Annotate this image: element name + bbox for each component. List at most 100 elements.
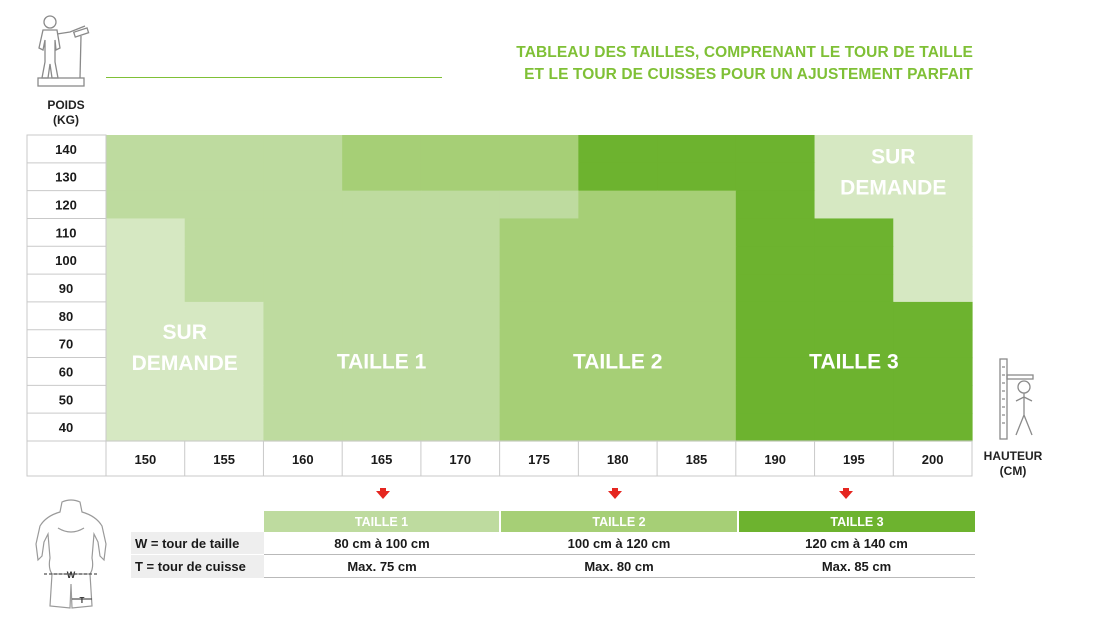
- chart-cell-taille-3: [814, 218, 894, 247]
- chart-cell-taille-1: [184, 135, 265, 164]
- chart-cell-taille-1: [263, 162, 343, 192]
- chart-cell-taille-2: [499, 385, 579, 414]
- y-axis-ticks: 140 130 120 110 100 90 80 70 60 50 40: [55, 142, 77, 435]
- chart-cell-taille-2: [499, 218, 579, 247]
- chart-cell-taille-3: [814, 357, 894, 386]
- chart-cell-sur-demande-low: [106, 329, 186, 359]
- chart-cell-taille-1: [420, 274, 501, 303]
- chart-cell-taille-1: [184, 162, 265, 192]
- chart-cell-taille-1: [106, 162, 186, 192]
- chart-cell-taille-1: [184, 190, 265, 220]
- chart-cell-sur-demande-high: [814, 135, 894, 164]
- down-arrow-icon: [839, 488, 853, 499]
- zone-label-sur-demande-low-line-2: DEMANDE: [132, 352, 238, 375]
- row-label-thigh: T = tour de cuisse: [131, 554, 264, 578]
- table-row: W = tour de taille 80 cm à 100 cm 100 cm…: [131, 532, 975, 555]
- x-tick-label: 170: [449, 452, 471, 467]
- y-tick-label: 50: [59, 392, 73, 407]
- chart-cell-taille-3: [735, 274, 816, 303]
- chart-cell-taille-1: [106, 190, 186, 220]
- chart-cell-taille-3: [814, 413, 894, 442]
- chart-cell-taille-1: [263, 413, 343, 442]
- chart-cell-taille-3: [814, 329, 894, 359]
- person-height-gauge-icon: [999, 358, 1034, 440]
- chart-cell-taille-3: [657, 135, 737, 164]
- row-label-waist: W = tour de taille: [131, 532, 264, 555]
- down-arrow-icon: [608, 488, 622, 499]
- person-on-scale-icon: [37, 15, 90, 87]
- chart-cell-taille-2: [499, 301, 579, 331]
- chart-cell-taille-2: [578, 246, 658, 275]
- chart-cell-taille-1: [342, 357, 422, 386]
- chart-cell-taille-2: [499, 329, 579, 359]
- x-tick-label: 175: [528, 452, 550, 467]
- y-tick-label: 100: [55, 253, 77, 268]
- title-line-2: ET LE TOUR DE CUISSES POUR UN AJUSTEMENT…: [524, 66, 973, 83]
- chart-cell-sur-demande-low: [106, 218, 186, 247]
- y-tick-label: 130: [55, 170, 77, 185]
- chart-cell-sur-demande-low: [106, 301, 186, 331]
- zone-label-sur-demande-high-line-1: SUR: [871, 146, 915, 169]
- chart-cell-taille-2: [578, 190, 658, 220]
- chart-cell-taille-2: [578, 218, 658, 247]
- chart-cell-taille-1: [106, 135, 186, 164]
- table-row: T = tour de cuisse Max. 75 cm Max. 80 cm…: [131, 554, 975, 578]
- chart-cell-taille-1: [263, 246, 343, 275]
- chart-cell-taille-3: [657, 162, 737, 192]
- table-header-empty: [131, 511, 264, 532]
- zone-label-taille-1: TAILLE 1: [337, 351, 427, 374]
- chart-cell-taille-2: [657, 385, 737, 414]
- chart-cell-taille-3: [893, 301, 973, 331]
- chart-cell-sur-demande-high: [893, 246, 973, 275]
- x-tick-label: 150: [135, 452, 157, 467]
- x-tick-label: 200: [922, 452, 944, 467]
- thigh-marker-label: T: [80, 596, 85, 605]
- chart-cell-sur-demande-low: [106, 385, 186, 414]
- chart-cell-taille-3: [735, 246, 816, 275]
- y-tick-label: 120: [55, 198, 77, 213]
- chart-cell-taille-1: [263, 135, 343, 164]
- zone-label-sur-demande-low-line-1: SUR: [163, 321, 207, 344]
- chart-cell-sur-demande-high: [893, 274, 973, 303]
- y-tick-label: 60: [59, 364, 73, 379]
- chart-cell-taille-1: [420, 218, 501, 247]
- chart-cell-taille-3: [893, 385, 973, 414]
- chart-cell-taille-2: [342, 135, 422, 164]
- chart-cell-taille-1: [420, 190, 501, 220]
- chart-cell-sur-demande-low: [106, 274, 186, 303]
- x-axis-title-line-2: (CM): [999, 464, 1027, 478]
- chart-cell-taille-3: [735, 329, 816, 359]
- y-axis-title: POIDS (KG): [36, 98, 96, 128]
- table-header-row: TAILLE 1 TAILLE 2 TAILLE 3: [131, 511, 975, 532]
- chart-cell-taille-1: [420, 413, 501, 442]
- x-tick-label: 185: [686, 452, 708, 467]
- x-tick-label: 165: [371, 452, 393, 467]
- chart-cell-sur-demande-low: [184, 329, 265, 359]
- chart-cell-taille-3: [814, 274, 894, 303]
- chart-cell-sur-demande-high: [893, 162, 973, 192]
- x-tick-label: 195: [843, 452, 865, 467]
- chart-cell-taille-2: [657, 190, 737, 220]
- x-tick-label: 180: [607, 452, 629, 467]
- x-tick-label: 155: [213, 452, 235, 467]
- chart-cell-taille-2: [657, 274, 737, 303]
- chart-cell-taille-3: [814, 246, 894, 275]
- zone-label-sur-demande-high-line-2: DEMANDE: [840, 177, 946, 200]
- chart-cell-taille-1: [420, 385, 501, 414]
- chart-cell-taille-3: [735, 162, 816, 192]
- chart-cell-taille-2: [499, 162, 579, 192]
- chart-cell-taille-2: [657, 357, 737, 386]
- chart-cell-taille-1: [263, 190, 343, 220]
- chart-cell-sur-demande-high: [814, 162, 894, 192]
- chart-cell-taille-3: [735, 218, 816, 247]
- chart-cell-sur-demande-low: [106, 413, 186, 442]
- title-line-1: TABLEAU DES TAILLES, COMPRENANT LE TOUR …: [516, 44, 973, 61]
- chart-cell-taille-1: [342, 218, 422, 247]
- y-tick-label: 140: [55, 142, 77, 157]
- chart-cell-taille-1: [184, 218, 265, 247]
- chart-cell-taille-1: [342, 274, 422, 303]
- chart-cell-taille-2: [578, 274, 658, 303]
- chart-cell-taille-3: [735, 357, 816, 386]
- zone-labels: SUR DEMANDE TAILLE 1 TAILLE 2 TAILLE 3 SUR DEM…: [132, 146, 947, 375]
- table-cell: Max. 80 cm: [500, 554, 738, 578]
